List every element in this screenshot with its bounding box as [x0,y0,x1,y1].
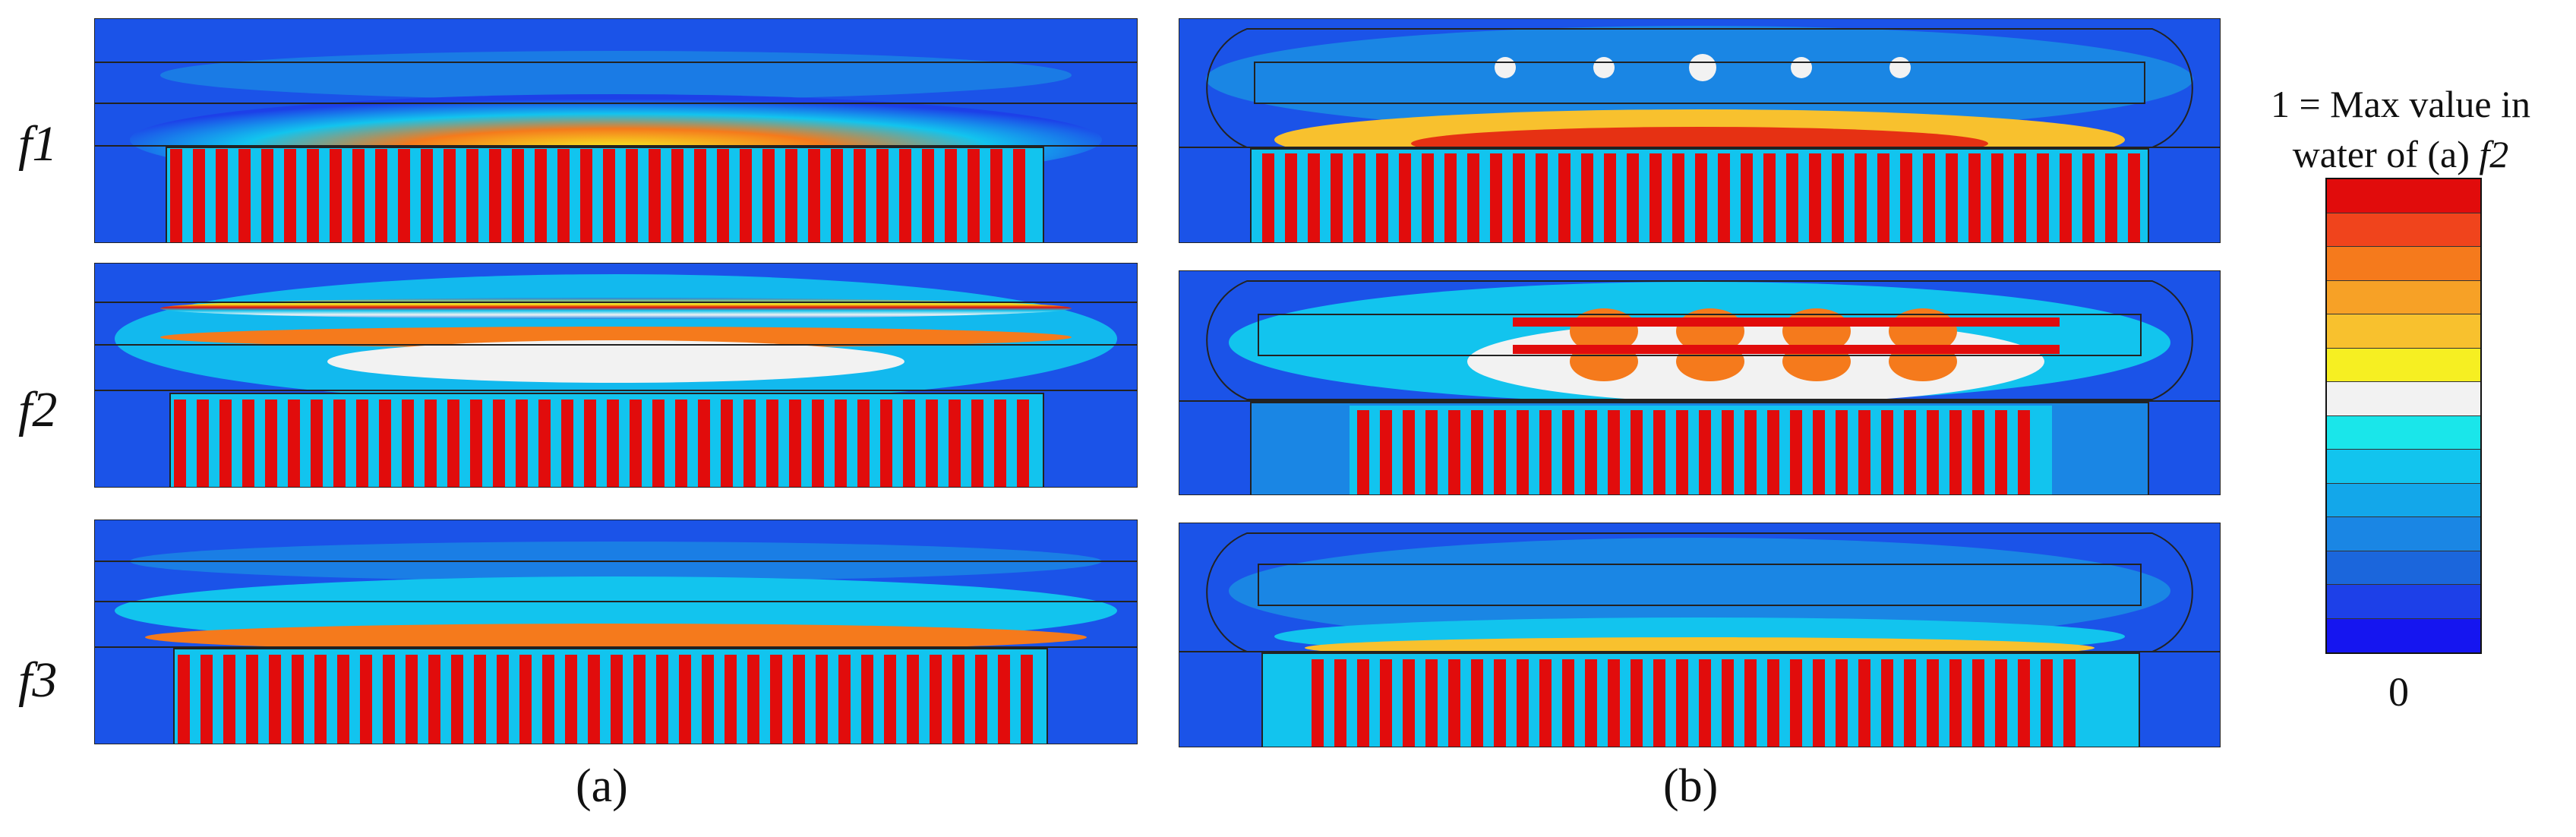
row-label-f1: f1 [18,116,58,172]
legend-color-cell [2327,415,2480,450]
panel-b-f2 [1179,270,2221,495]
caption-b: (b) [1663,760,1719,812]
legend-title-prefix: water of (a) [2292,133,2480,175]
legend-color-cell [2327,179,2480,213]
panel-a-f3 [94,520,1138,744]
legend-color-cell [2327,585,2480,619]
panel-a-f2 [94,263,1138,488]
panel-b-f3 [1179,523,2221,747]
legend-color-cell [2327,450,2480,484]
legend-color-cell [2327,247,2480,281]
legend-title-line1: 1 = Max value in [2270,83,2531,125]
panel-b-f1 [1179,18,2221,243]
row-label-f3: f3 [18,652,58,708]
legend-color-cell [2327,314,2480,349]
legend-color-cell [2327,213,2480,247]
legend-color-cell [2327,551,2480,585]
legend-color-cell [2327,483,2480,517]
legend-title-italic: f2 [2479,133,2509,175]
legend-color-cell [2327,517,2480,551]
legend-title-line2: water of (a) f2 [2225,129,2576,179]
legend-color-scale [2325,178,2482,654]
row-label-f2: f2 [18,382,58,437]
caption-a: (a) [576,760,628,812]
legend-color-cell [2327,382,2480,416]
panel-a-f1 [94,18,1138,243]
legend-color-cell [2327,348,2480,382]
legend-min-label: 0 [2388,669,2409,715]
legend-title: 1 = Max value in water of (a) f2 [2225,79,2576,179]
legend-color-cell [2327,618,2480,652]
legend-color-cell [2327,280,2480,314]
